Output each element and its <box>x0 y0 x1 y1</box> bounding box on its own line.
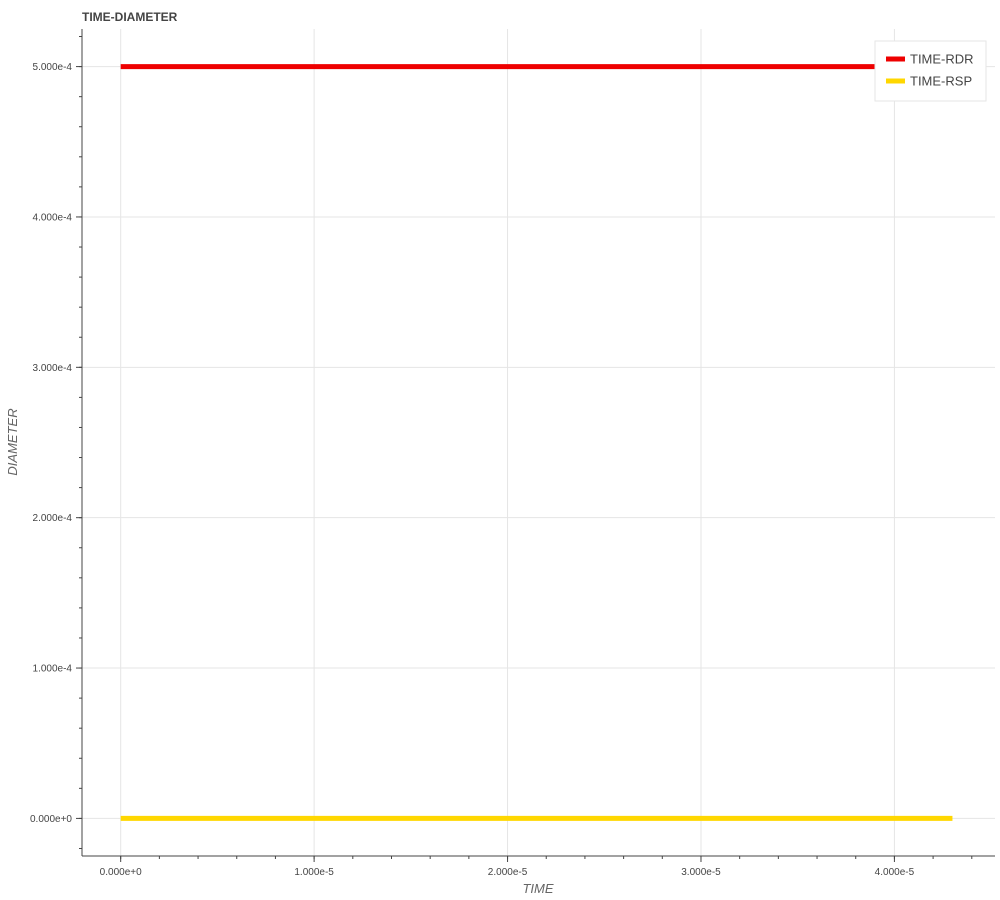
y-tick-label: 1.000e-4 <box>33 664 73 675</box>
x-tick-label: 0.000e+0 <box>100 867 142 878</box>
x-tick-label: 4.000e-5 <box>875 867 915 878</box>
x-tick-label: 2.000e-5 <box>488 867 528 878</box>
y-tick-label: 3.000e-4 <box>33 363 73 374</box>
y-tick-label: 5.000e-4 <box>33 62 73 73</box>
y-tick-label: 2.000e-4 <box>33 513 73 524</box>
axes: 0.000e+0 1.000e-4 2.000e-4 3.000e-4 4.000e-4… <box>30 29 995 878</box>
legend-label-time-rdr[interactable]: TIME-RDR <box>910 52 974 67</box>
y-tick-label: 0.000e+0 <box>30 814 72 825</box>
x-tick-label: 3.000e-5 <box>681 867 721 878</box>
grid <box>82 29 995 856</box>
y-axis-title: DIAMETER <box>5 408 20 475</box>
x-axis-title: TIME <box>522 881 553 896</box>
legend[interactable]: TIME-RDR TIME-RSP <box>874 40 987 102</box>
legend-box <box>874 40 987 102</box>
series-lines <box>120 64 953 821</box>
chart-title: TIME-DIAMETER <box>82 10 178 24</box>
y-tick-label: 4.000e-4 <box>33 212 73 223</box>
x-tick-label: 1.000e-5 <box>294 867 334 878</box>
legend-label-time-rsp[interactable]: TIME-RSP <box>910 74 972 89</box>
